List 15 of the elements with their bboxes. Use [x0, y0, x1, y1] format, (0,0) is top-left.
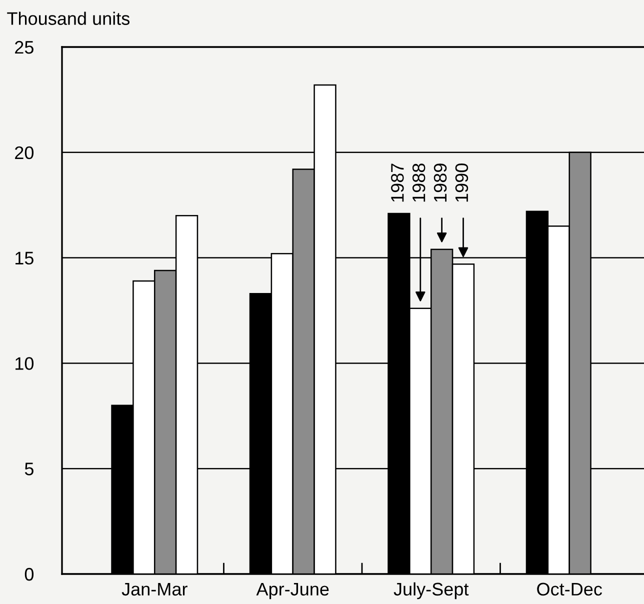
x-tick-label: Apr-June [256, 582, 329, 600]
x-tick-label: Jan-Mar [122, 582, 188, 596]
x-tick-label: July-Sept [394, 582, 469, 600]
y-tick-label: 20 [15, 146, 34, 160]
text: 1989 [434, 164, 447, 202]
text: 1987 [391, 164, 404, 202]
y-tick-label: 5 [24, 462, 34, 476]
y-tick-label: 15 [16, 252, 34, 265]
y-tick-label: 25 [15, 40, 34, 54]
text: 1990 [455, 164, 468, 202]
y-tick-label: 0 [24, 568, 34, 581]
y-axis-title: Thousand units [7, 12, 130, 25]
y-tick-label: 10 [16, 357, 34, 370]
text: 1988 [412, 164, 426, 202]
x-tick-label: Oct-Dec [537, 582, 602, 596]
